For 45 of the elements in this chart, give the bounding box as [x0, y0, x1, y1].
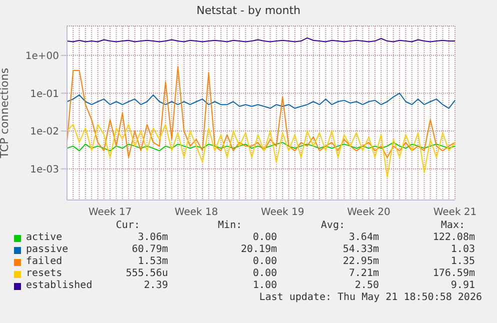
text: 1.00 — [252, 280, 277, 291]
x-tick-label: Week 21 — [433, 207, 477, 218]
text: 555.56u — [126, 268, 168, 279]
text: 20.19m — [240, 244, 277, 255]
text: 1.35 — [450, 256, 475, 267]
text: Avg: — [320, 220, 345, 231]
x-tick-label: Week 20 — [347, 207, 390, 218]
x-tick-label: Week 17 — [88, 207, 132, 218]
y-tick-label: 1e-03 — [30, 164, 59, 176]
line-series — [66, 124, 456, 178]
legend-label: established — [26, 280, 92, 291]
legend-label: resets — [26, 268, 62, 279]
text: 0.00 — [252, 268, 277, 279]
text: 54.33m — [342, 244, 379, 255]
x-tick-label: Week 19 — [260, 207, 304, 218]
line-series — [66, 92, 456, 109]
text: 1.03 — [450, 244, 475, 255]
text: 176.59m — [432, 268, 475, 279]
legend-label: failed — [26, 256, 62, 267]
text: 3.64m — [348, 232, 379, 243]
legend-label: passive — [26, 244, 68, 255]
text: 0.00 — [252, 232, 277, 243]
y-tick-label: 1e+00 — [25, 50, 59, 62]
y-tick-label: 1e-02 — [30, 126, 59, 138]
text: 122.08m — [432, 232, 475, 243]
chart-title: Netstat - by month — [195, 3, 302, 19]
text: Cur: — [116, 220, 140, 231]
text: Last update: Thu May 21 18:50:58 2026 — [259, 292, 482, 303]
line-series — [66, 142, 456, 152]
line-series — [66, 66, 456, 158]
text: 22.95m — [342, 256, 379, 267]
x-tick-label: Week 18 — [174, 207, 218, 218]
text: 0.00 — [252, 256, 277, 267]
text: Max: — [440, 220, 465, 231]
text: 3.06m — [138, 232, 168, 243]
text: 9.91 — [450, 280, 475, 291]
y-tick-label: 1e-01 — [30, 88, 59, 100]
text: 7.21m — [348, 268, 379, 279]
text: 1.53m — [138, 256, 168, 267]
legend-label: active — [26, 232, 62, 243]
text: Min: — [218, 220, 242, 231]
text: 2.39 — [144, 280, 168, 291]
text: 2.50 — [354, 280, 379, 291]
y-axis-title: TCP connections — [0, 68, 11, 160]
text: 60.79m — [132, 244, 168, 255]
